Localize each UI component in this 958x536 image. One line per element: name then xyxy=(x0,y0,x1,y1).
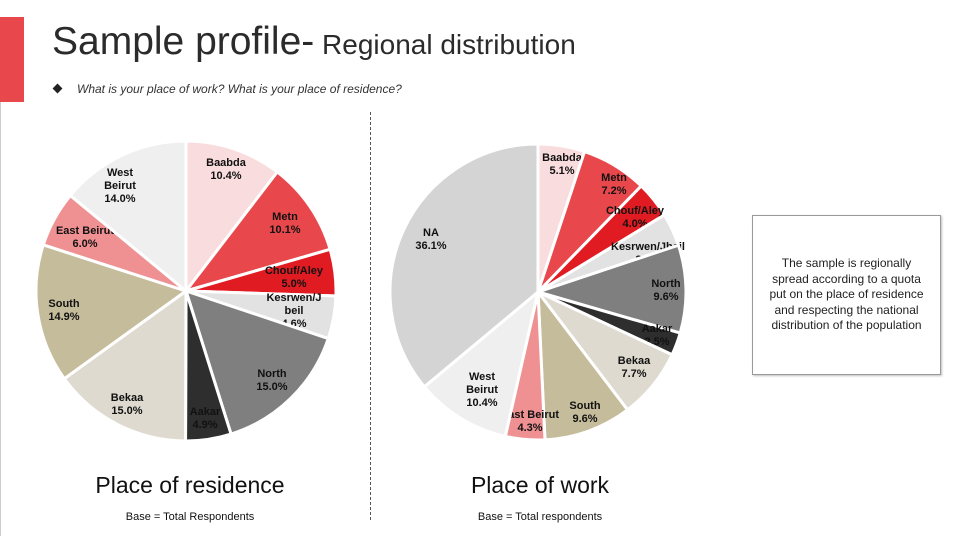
data-label-chouf-aley: Chouf/Aley 4.0% xyxy=(606,205,665,230)
data-label-west-beirut: West Beirut 14.0% xyxy=(104,167,136,205)
chart-divider xyxy=(370,112,371,520)
data-label-south: South 14.9% xyxy=(48,298,79,323)
data-label-east-beirut: East Beirut 6.0% xyxy=(56,225,114,250)
pie-slice-north xyxy=(183,288,331,436)
pie-slice-metn xyxy=(182,169,332,294)
data-label-na: NA 36.1% xyxy=(415,227,446,252)
question-text: What is your place of work? What is your… xyxy=(77,82,402,96)
residence-pie: Baabda 10.4%Metn 10.1%Chouf/Aley 5.0%Kesrwe… xyxy=(34,139,338,443)
data-label-aakar: Aakar 4.9% xyxy=(190,406,221,431)
residence-base-note: Base = Total Respondents xyxy=(125,511,255,523)
accent-bar xyxy=(0,17,24,102)
data-label-baabda: Baabda 5.1% xyxy=(542,152,583,177)
pie-slice-south xyxy=(536,287,630,442)
slide-title-main: Sample profile- xyxy=(52,20,315,63)
slide-title: Sample profile- Regional distribution xyxy=(52,20,576,64)
pie-slice-south xyxy=(34,242,190,381)
data-label-west-beirut: West Beirut 10.4% xyxy=(466,371,498,409)
pie-slice-na xyxy=(388,142,540,389)
left-rule xyxy=(0,102,1,536)
data-label-chouf-aley: Chouf/Aley 5.0% xyxy=(265,265,324,290)
data-label-metn: Metn 10.1% xyxy=(269,211,300,236)
data-label-metn: Metn 7.2% xyxy=(601,172,627,197)
data-label-bekaa: Bekaa 7.7% xyxy=(618,355,651,380)
question-bullet: What is your place of work? What is your… xyxy=(52,82,402,96)
pie-slice-west-beirut xyxy=(68,139,188,295)
work-chart-title: Place of work xyxy=(470,472,610,498)
data-label-north: North 9.6% xyxy=(651,278,681,303)
pie-slice-baabda xyxy=(184,139,280,296)
pie-slice-west-beirut xyxy=(422,288,541,439)
data-label-bekaa: Bekaa 15.0% xyxy=(111,392,144,417)
residence-chart-title: Place of residence xyxy=(95,472,285,498)
work-base-note: Base = Total respondents xyxy=(477,511,603,523)
slide-title-sub: Regional distribution xyxy=(314,29,576,60)
work-pie: Baabda 5.1%Metn 7.2%Chouf/Aley 4.0%Kesrwen/… xyxy=(388,142,688,442)
data-label-south: South 9.6% xyxy=(569,400,600,425)
note-text: The sample is regionally spread accordin… xyxy=(769,256,924,333)
data-label-baabda: Baabda 10.4% xyxy=(206,157,247,182)
pie-slice-north xyxy=(532,243,688,335)
data-label-east-beirut: East Beirut 4.3% xyxy=(501,409,559,434)
note-box: The sample is regionally spread accordin… xyxy=(752,215,941,375)
pie-slice-bekaa xyxy=(62,288,188,443)
data-label-north: North 15.0% xyxy=(256,368,287,393)
